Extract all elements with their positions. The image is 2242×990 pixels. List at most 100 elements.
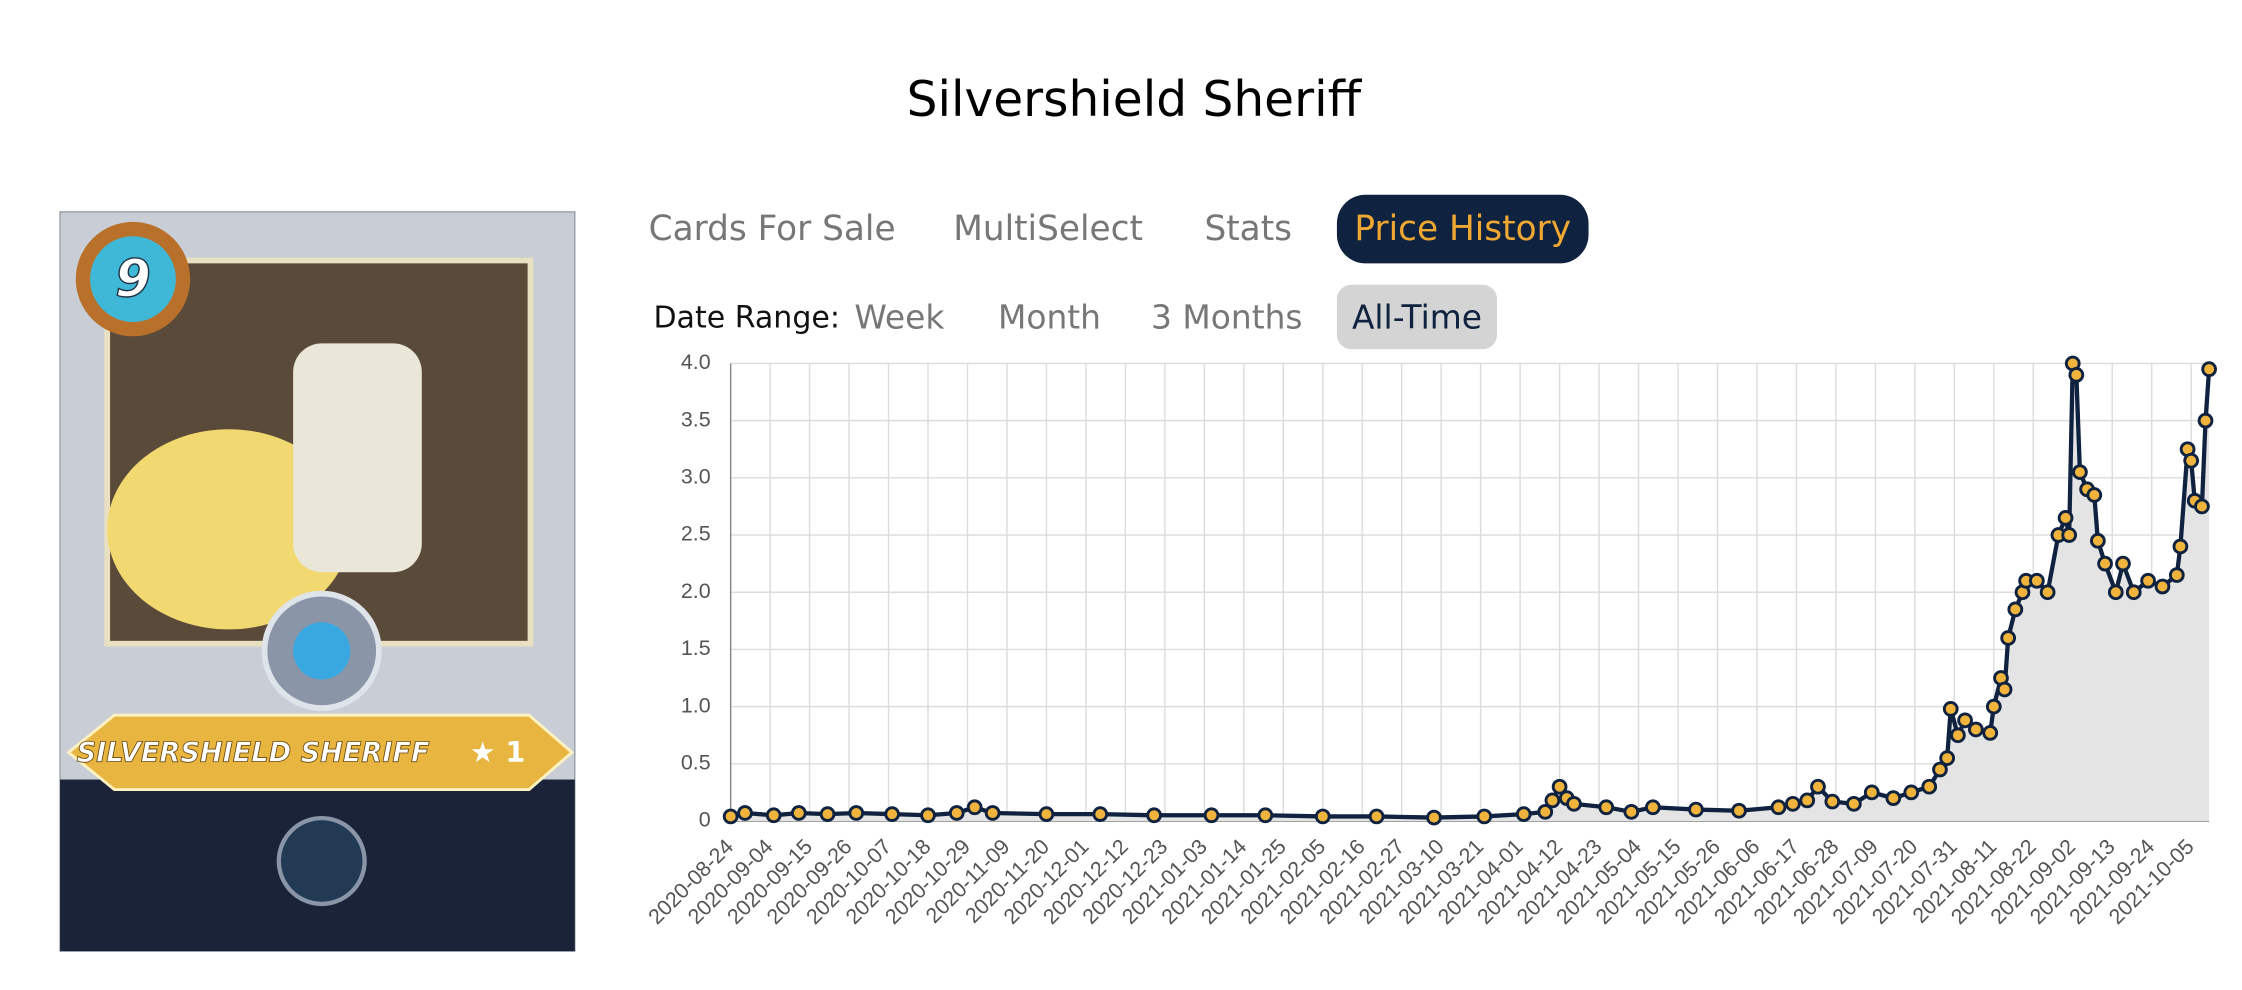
point (2107, 584, 2124, 601)
tab[interactable]: Price History (1354, 209, 1571, 249)
point (1863, 784, 1880, 801)
point (1537, 803, 1554, 820)
page-title: Silvershield Sheriff (907, 72, 1363, 128)
point (1942, 701, 1959, 717)
point (1688, 801, 1704, 818)
point (2039, 584, 2056, 601)
point (1921, 778, 1938, 795)
point (1544, 792, 1561, 809)
point (790, 805, 807, 821)
y-tick-label: 0.5 (681, 750, 711, 774)
y-tick-label: 1.0 (681, 693, 711, 717)
point (2007, 601, 2024, 618)
point (1426, 809, 1442, 826)
point (2057, 510, 2074, 526)
range-option[interactable]: Month (998, 298, 1101, 337)
card-level-orb (90, 236, 176, 322)
point (966, 799, 983, 816)
point (2000, 630, 2017, 646)
point (1038, 806, 1055, 823)
card-figure (293, 343, 422, 573)
chart: 00.51.01.52.02.53.03.54.02020-08-242020-… (644, 350, 2217, 929)
point (1799, 792, 1816, 809)
area (730, 363, 2210, 822)
range-option[interactable]: Week (854, 298, 944, 337)
y-tick-label: 2.0 (681, 579, 711, 603)
point (948, 805, 965, 821)
point (1845, 795, 1862, 812)
point (1645, 799, 1661, 816)
point (1950, 727, 1966, 744)
point (2194, 498, 2210, 515)
tab[interactable]: Cards For Sale (649, 209, 896, 249)
point (1598, 799, 1615, 816)
point (1476, 808, 1493, 825)
point (1932, 761, 1948, 778)
point (920, 807, 936, 824)
point (1985, 698, 2002, 715)
point (2168, 567, 2185, 583)
y-tick-label: 0 (699, 808, 711, 832)
card-horse (107, 429, 351, 630)
point (1824, 793, 1841, 810)
y-tick-label: 2.5 (681, 522, 711, 546)
y-tick-label: 3.5 (681, 407, 711, 431)
tab[interactable]: MultiSelect (953, 209, 1143, 249)
point (848, 805, 865, 821)
point (984, 805, 1001, 821)
point (2201, 361, 2217, 378)
point (2090, 532, 2106, 549)
point (1314, 808, 1331, 825)
point (819, 806, 836, 823)
point (2197, 412, 2214, 429)
point (1957, 712, 1973, 729)
card-banner (66, 713, 575, 791)
point (1623, 803, 1640, 820)
point (765, 807, 782, 824)
point (1784, 795, 1801, 812)
tab-active-bg (1336, 194, 1589, 264)
range-option[interactable]: 3 Months (1151, 298, 1303, 337)
point (1967, 721, 1984, 738)
point (2086, 487, 2103, 503)
point (1146, 807, 1162, 824)
point (2068, 367, 2085, 383)
point (884, 806, 900, 823)
point (1982, 725, 1999, 741)
card-image: SILVERSHIELD SHERIFF ★ 1 9 (59, 211, 576, 952)
point (722, 808, 739, 825)
point (1515, 806, 1532, 823)
point (2154, 578, 2171, 595)
range-option[interactable]: All-Time (1352, 298, 1482, 337)
point (1551, 778, 1568, 795)
card-level: 9 (115, 249, 151, 309)
tab[interactable]: Stats (1204, 209, 1292, 249)
point (1770, 799, 1787, 816)
range-active-bg (1336, 284, 1498, 350)
y-tick-label: 4.0 (681, 350, 711, 374)
point (1203, 807, 1220, 824)
point (2115, 555, 2131, 572)
y-tick-label: 1.5 (681, 636, 711, 660)
point (2097, 555, 2113, 572)
point (1903, 784, 1920, 801)
point (2172, 538, 2189, 555)
point (2140, 572, 2156, 589)
point (1939, 750, 1956, 766)
card-stars: ★ 1 (470, 735, 525, 769)
date-range-label: Date Range: (653, 301, 840, 336)
card-ability (276, 816, 367, 907)
point (1368, 808, 1385, 825)
card-name: SILVERSHIELD SHERIFF (77, 737, 430, 768)
point (2072, 464, 2088, 480)
card-gem-core (293, 622, 351, 680)
date-range: Week Month 3 Months All-Time (854, 284, 1498, 350)
point (2125, 584, 2142, 601)
y-tick-label: 3.0 (681, 464, 711, 488)
point (2183, 452, 2200, 469)
point (1885, 790, 1902, 806)
point (2029, 572, 2045, 589)
tabs: Cards For Sale MultiSelect Stats Price Hist… (649, 194, 1589, 264)
point (1092, 806, 1109, 823)
